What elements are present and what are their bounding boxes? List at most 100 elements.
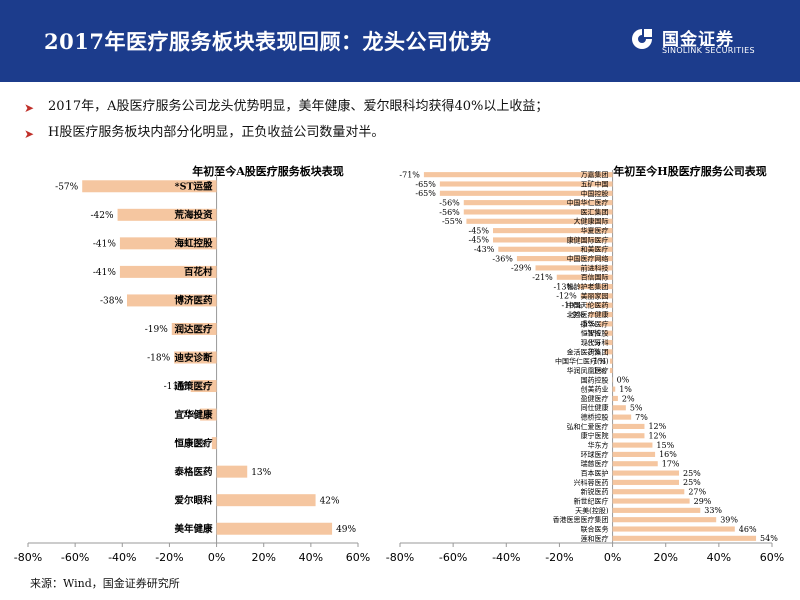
- category-label: 五矿中国: [581, 179, 609, 188]
- bar: [612, 479, 679, 485]
- bar: [171, 322, 217, 335]
- bar: [604, 349, 613, 355]
- bar: [612, 461, 658, 467]
- category-label: 前进科技: [581, 263, 609, 272]
- category-label: 联合医务: [581, 524, 609, 533]
- category-label: 迪安诊断: [175, 352, 214, 364]
- bar: [463, 209, 613, 215]
- category-label: 国药控股: [581, 375, 609, 384]
- bar: [535, 265, 613, 271]
- category-label: 中国控股: [581, 189, 609, 198]
- data-label: 25%: [683, 478, 701, 487]
- data-label: -21%: [532, 273, 553, 282]
- bullet-text: 2017年，A股医疗服务公司龙头优势明显，美年健康、爱尔眼科均获得40%以上收益…: [48, 99, 549, 114]
- category-label: 金活医药集团: [567, 347, 609, 356]
- bar: [493, 228, 613, 234]
- data-label: -55%: [442, 217, 463, 226]
- x-tick-label: 60%: [760, 551, 784, 564]
- data-label: -41%: [93, 268, 116, 278]
- data-label: 33%: [704, 506, 722, 515]
- bar: [117, 208, 217, 221]
- bar: [612, 451, 656, 457]
- category-label: 爱尔眼科: [175, 495, 214, 507]
- page-title: 2017年医疗服务板块表现回顾：龙头公司优势: [44, 29, 492, 54]
- data-label: -3%: [585, 329, 601, 338]
- data-label: -36%: [492, 254, 513, 263]
- data-label: -57%: [55, 182, 78, 192]
- bar: [493, 237, 613, 243]
- category-label: 新锐医药: [581, 487, 609, 496]
- x-tick-label: 40%: [299, 551, 323, 564]
- data-label: -3%: [585, 338, 601, 347]
- x-tick-label: -60%: [439, 551, 467, 564]
- data-label: 29%: [694, 497, 712, 506]
- data-label: 0%: [617, 376, 630, 385]
- bar: [612, 526, 735, 532]
- category-label: 百信国际: [581, 273, 609, 282]
- bar: [612, 377, 614, 383]
- data-label: -56%: [439, 208, 460, 217]
- data-label: 2%: [622, 394, 635, 403]
- data-label: 54%: [760, 534, 778, 543]
- category-label: 中国华仁医疗(H): [555, 357, 609, 366]
- category-label: 华夏医疗: [581, 226, 609, 235]
- data-label: -45%: [469, 236, 490, 245]
- data-label: -1%: [591, 366, 607, 375]
- bar: [612, 442, 653, 448]
- category-label: 百花村: [184, 266, 213, 278]
- category-label: *ST运盛: [175, 181, 213, 193]
- bar: [612, 414, 632, 420]
- data-label: -71%: [399, 170, 420, 179]
- company-logo: 国金证券 SINOLINK SECURITIES: [630, 22, 780, 62]
- bar: [612, 517, 717, 523]
- bar: [439, 190, 613, 196]
- bar: [216, 494, 316, 507]
- bar: [200, 408, 217, 421]
- category-label: 宜华健康: [175, 409, 214, 421]
- category-label: 北控医疗健康: [567, 310, 609, 319]
- category-label: 康宁医院: [581, 431, 609, 440]
- bar: [604, 330, 613, 336]
- bar: [463, 200, 613, 206]
- summary-bullets: ➤ 2017年，A股医疗服务公司龙头优势明显，美年健康、爱尔眼科均获得40%以上…: [24, 98, 784, 150]
- header-bar: 2017年医疗服务板块表现回顾：龙头公司优势 国金证券 SINOLINK SEC…: [0, 0, 800, 82]
- data-label: -38%: [100, 297, 123, 307]
- data-label: -65%: [415, 189, 436, 198]
- category-label: 润达医疗: [175, 323, 214, 335]
- bar: [82, 180, 217, 193]
- category-label: 中国华仁医疗: [567, 198, 609, 207]
- x-tick-label: -40%: [492, 551, 520, 564]
- data-label: -3%: [585, 348, 601, 357]
- category-label: 康华医疗: [581, 319, 609, 328]
- source-note: 来源：Wind，国金证券研究所: [30, 577, 180, 590]
- data-label: 13%: [251, 468, 271, 478]
- data-label: -29%: [511, 264, 532, 273]
- category-label: 华东方: [588, 441, 609, 450]
- category-label: 和美医疗: [581, 245, 609, 254]
- bar: [211, 437, 217, 450]
- bar: [190, 380, 217, 393]
- logo-text-cn: 国金证券: [662, 30, 734, 50]
- bar: [599, 321, 613, 327]
- bar: [612, 507, 701, 513]
- bullet-arrow-icon: ➤: [24, 127, 35, 141]
- x-tick-label: 20%: [251, 551, 275, 564]
- bar: [612, 395, 618, 402]
- bar: [612, 535, 757, 541]
- data-label: -45%: [469, 226, 490, 235]
- bar: [423, 172, 613, 178]
- category-label: 盈健医疗: [581, 394, 609, 403]
- bar: [609, 358, 613, 364]
- category-label: 创美药业: [581, 385, 609, 394]
- category-label: 康健国际医疗: [567, 235, 609, 244]
- data-label: 25%: [683, 469, 701, 478]
- category-label: 医汇集团: [581, 207, 609, 216]
- category-label: 恒智控股: [581, 329, 609, 338]
- bullet-item: ➤ 2017年，A股医疗服务公司龙头优势明显，美年健康、爱尔眼科均获得40%以上…: [24, 98, 784, 124]
- bar: [556, 274, 613, 280]
- data-label: 42%: [320, 496, 340, 506]
- category-label: 现代牙科: [581, 338, 609, 347]
- x-tick-label: 20%: [653, 551, 677, 564]
